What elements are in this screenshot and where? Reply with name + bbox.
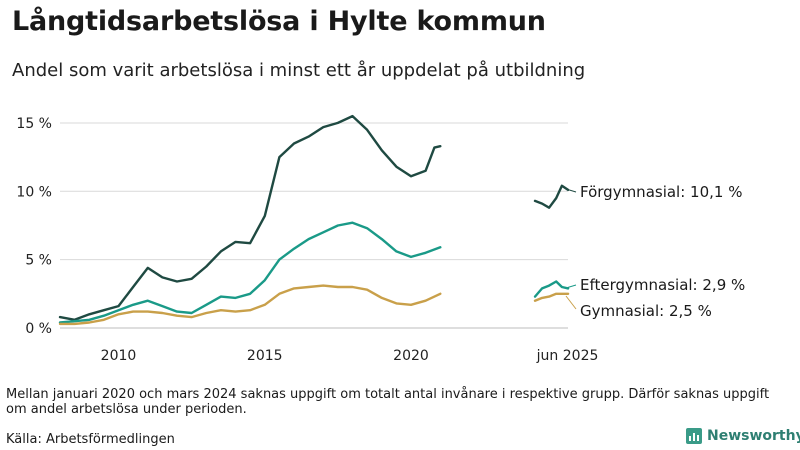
series-end-label: Gymnasial: 2,5 % xyxy=(580,302,712,320)
y-tick-label: 5 % xyxy=(25,253,52,269)
label-leader-line xyxy=(565,295,577,310)
y-tick-label: 0 % xyxy=(25,321,52,337)
label-leader-line xyxy=(565,188,577,193)
series-line xyxy=(533,280,570,298)
x-tick-label: jun 2025 xyxy=(536,348,599,364)
source-credit: Källa: Arbetsförmedlingen xyxy=(6,432,175,447)
y-tick-label: 15 % xyxy=(16,116,52,132)
x-tick-label: 2015 xyxy=(247,348,283,364)
line-chart: 0 % 5 % 10 % 15 % 2010 2015 2020 jun 2025 Förgym… xyxy=(16,114,745,364)
series-line xyxy=(58,221,442,324)
x-tick-label: 2020 xyxy=(393,348,429,364)
label-leader-line xyxy=(565,284,577,289)
series-line xyxy=(58,284,442,326)
series-line xyxy=(58,114,442,321)
newsworthy-logo-icon xyxy=(686,428,702,444)
logo-text: Newsworthy xyxy=(707,428,800,444)
series-line xyxy=(533,184,570,209)
series-line xyxy=(533,292,570,302)
series-end-label: Eftergymnasial: 2,9 % xyxy=(580,276,745,294)
chart-subtitle: Andel som varit arbetslösa i minst ett å… xyxy=(12,60,586,81)
series-end-label: Förgymnasial: 10,1 % xyxy=(580,183,742,201)
newsworthy-logo: Newsworthy xyxy=(686,428,800,444)
chart-title: Långtidsarbetslösa i Hylte kommun xyxy=(12,6,546,37)
y-tick-label: 10 % xyxy=(16,184,52,200)
footnote: Mellan januari 2020 och mars 2024 saknas… xyxy=(6,387,770,417)
x-tick-label: 2010 xyxy=(101,348,137,364)
